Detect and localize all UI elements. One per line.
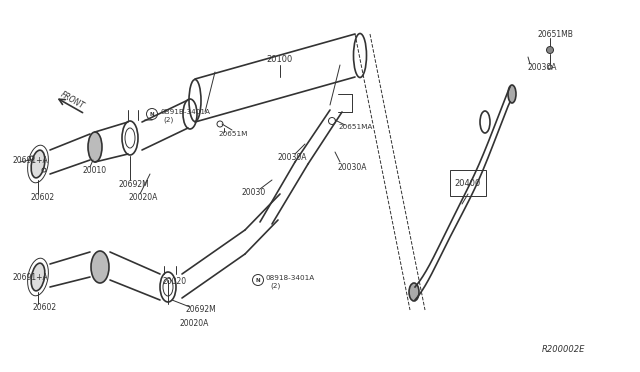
Text: 20651MA: 20651MA bbox=[338, 124, 372, 130]
Ellipse shape bbox=[409, 283, 419, 301]
Text: 20030: 20030 bbox=[242, 187, 266, 196]
Text: N: N bbox=[256, 278, 260, 282]
Text: (2): (2) bbox=[270, 283, 280, 289]
Text: 20602: 20602 bbox=[30, 192, 54, 202]
Text: 20020: 20020 bbox=[162, 278, 186, 286]
Text: 20400: 20400 bbox=[455, 179, 481, 187]
Text: 20651M: 20651M bbox=[218, 131, 248, 137]
Text: 20030A: 20030A bbox=[278, 153, 307, 161]
Ellipse shape bbox=[31, 150, 45, 178]
Text: 20692M: 20692M bbox=[118, 180, 148, 189]
Text: 20100: 20100 bbox=[267, 55, 293, 64]
Text: (2): (2) bbox=[163, 117, 173, 123]
Text: 08918-3401A: 08918-3401A bbox=[266, 275, 316, 281]
Text: 20651MB: 20651MB bbox=[538, 29, 574, 38]
Text: 20691+A: 20691+A bbox=[12, 155, 48, 164]
Ellipse shape bbox=[31, 263, 45, 291]
Text: 20692M: 20692M bbox=[185, 305, 216, 314]
Text: 20030A: 20030A bbox=[528, 62, 557, 71]
Text: 0B91B-3401A: 0B91B-3401A bbox=[160, 109, 210, 115]
Text: R200002E: R200002E bbox=[541, 346, 585, 355]
Ellipse shape bbox=[547, 46, 554, 54]
Text: 20602: 20602 bbox=[32, 302, 56, 311]
Text: 20020A: 20020A bbox=[180, 320, 209, 328]
Text: 20010: 20010 bbox=[82, 166, 106, 174]
Text: 20020A: 20020A bbox=[128, 192, 157, 202]
Text: 20030A: 20030A bbox=[338, 163, 367, 171]
FancyBboxPatch shape bbox=[450, 170, 486, 196]
Ellipse shape bbox=[91, 251, 109, 283]
Ellipse shape bbox=[88, 132, 102, 162]
Text: FRONT: FRONT bbox=[58, 90, 86, 110]
Text: N: N bbox=[150, 112, 154, 116]
Ellipse shape bbox=[508, 85, 516, 103]
Text: 20691+A: 20691+A bbox=[12, 273, 48, 282]
